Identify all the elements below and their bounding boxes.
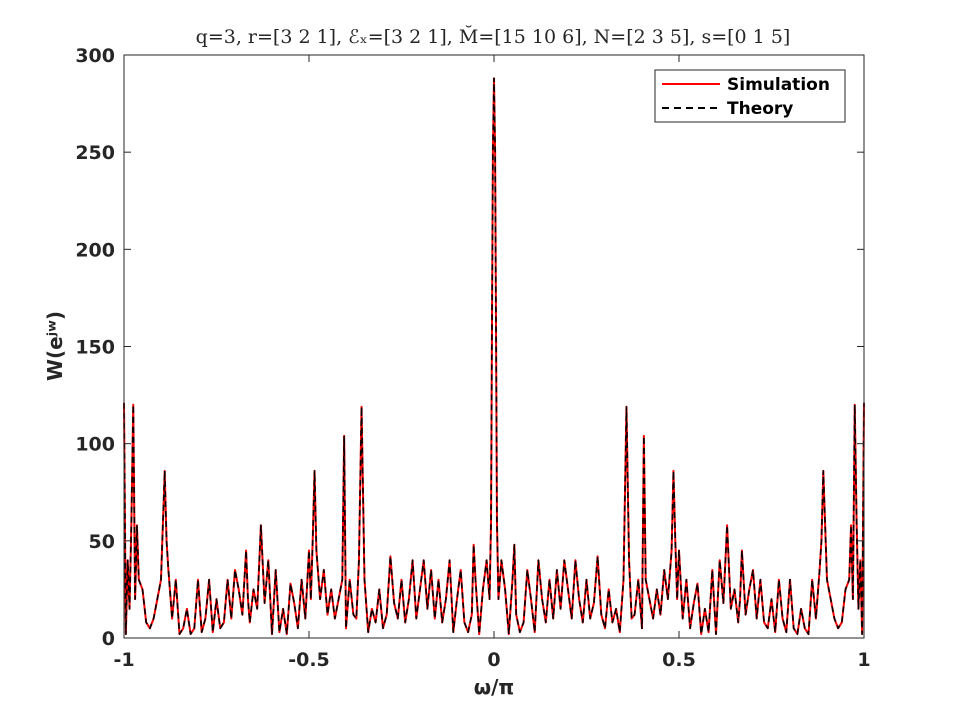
y-tick-label: 150 bbox=[75, 337, 115, 359]
x-tick-label: 0.5 bbox=[662, 649, 696, 671]
series-layer bbox=[123, 77, 865, 636]
y-tick-label: 100 bbox=[75, 434, 115, 456]
legend: Simulation Theory bbox=[654, 69, 846, 123]
legend-box bbox=[654, 69, 846, 123]
y-tick-label: 200 bbox=[75, 239, 115, 261]
tick-layer: -1 -0.5 0 0.5 1 0 50 100 150 200 250 300 bbox=[75, 45, 870, 671]
x-tick-label: -1 bbox=[113, 649, 134, 671]
y-axis-label: W(eʲʷ) bbox=[43, 311, 67, 381]
plot-area: -1 -0.5 0 0.5 1 0 50 100 150 200 250 300 bbox=[75, 45, 870, 671]
y-tick-label: 50 bbox=[89, 531, 115, 553]
legend-theory-label: Theory bbox=[727, 99, 793, 119]
y-tick-label: 300 bbox=[75, 45, 115, 67]
axes-background bbox=[124, 55, 864, 638]
x-tick-label: -0.5 bbox=[288, 649, 330, 671]
y-tick-label: 250 bbox=[75, 142, 115, 164]
x-axis-label: ω/π bbox=[474, 675, 515, 699]
legend-simulation-label: Simulation bbox=[727, 75, 830, 95]
series-line-theory bbox=[123, 77, 865, 635]
x-tick-label: 1 bbox=[857, 649, 870, 671]
x-tick-label: 0 bbox=[487, 649, 500, 671]
chart-title: q=3, r=[3 2 1], ℰₓ=[3 2 1], M̆=[15 10 6]… bbox=[196, 26, 791, 48]
y-tick-label: 0 bbox=[102, 628, 115, 650]
